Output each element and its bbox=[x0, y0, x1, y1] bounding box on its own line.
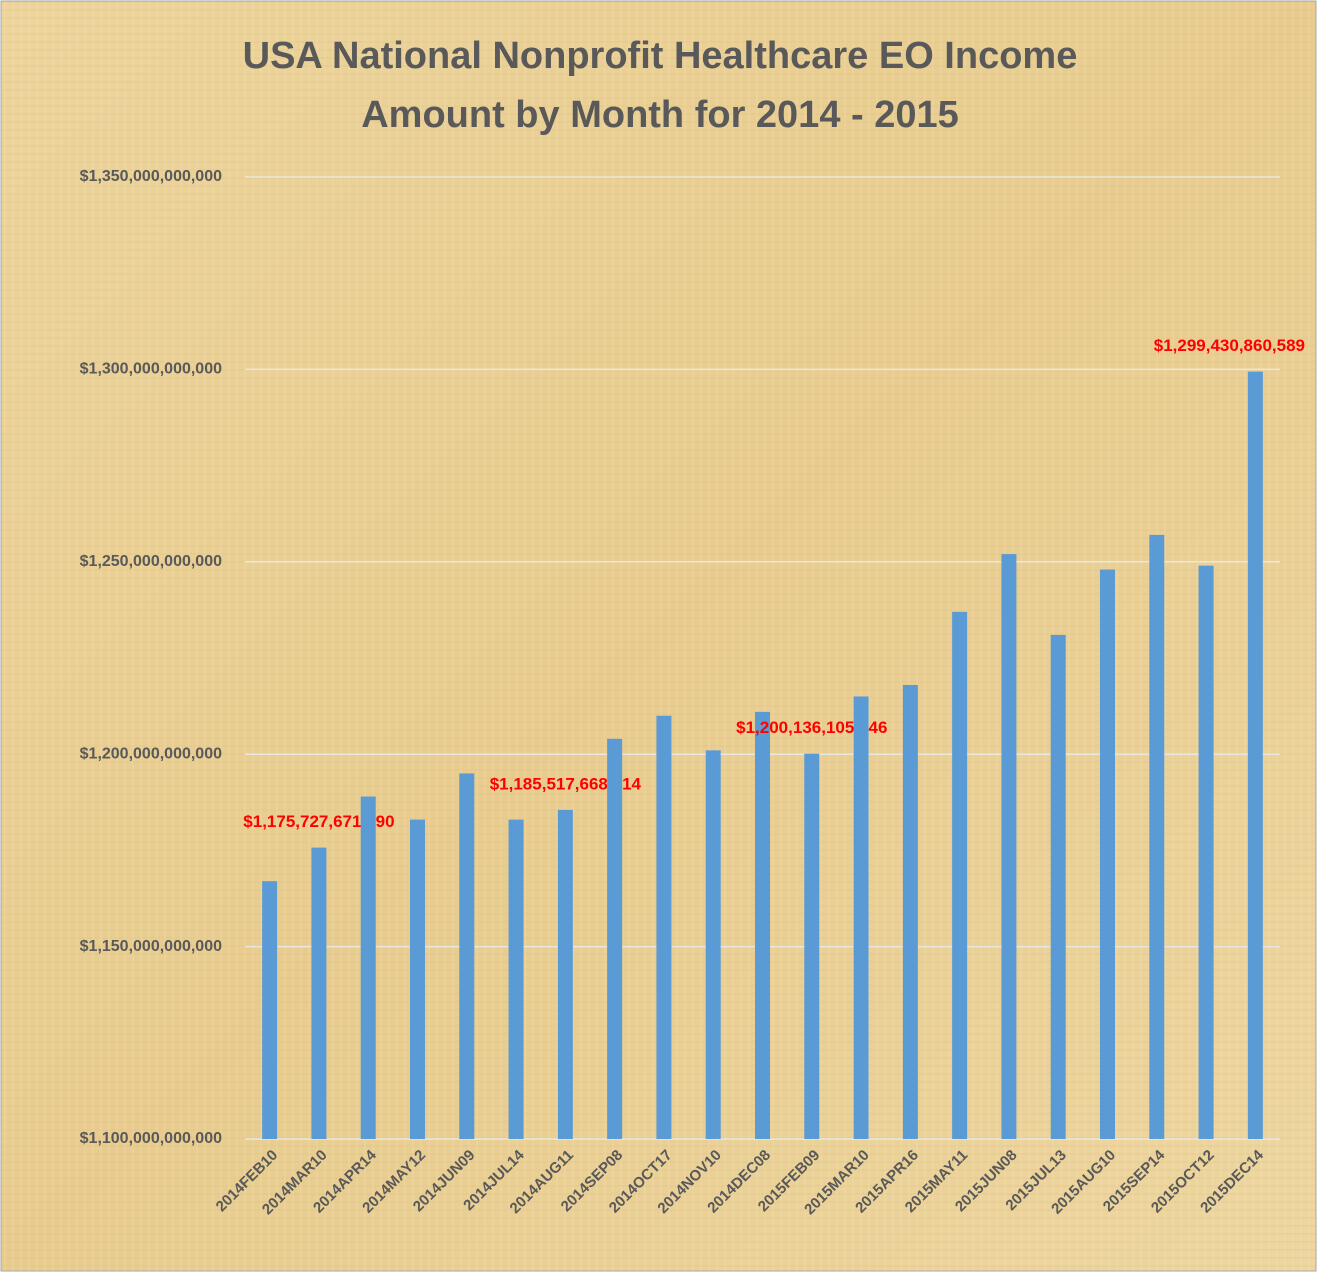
y-tick-label: $1,200,000,000,000 bbox=[80, 745, 222, 762]
bar bbox=[360, 796, 376, 1139]
chart-subtitle: Amount by Month for 2014 - 2015 bbox=[361, 94, 959, 136]
bar bbox=[1247, 371, 1263, 1139]
bar bbox=[705, 750, 721, 1139]
y-tick-label: $1,150,000,000,000 bbox=[80, 938, 222, 955]
data-label: $1,200,136,105,146 bbox=[736, 718, 887, 737]
bar bbox=[755, 711, 770, 1139]
bar bbox=[508, 819, 524, 1139]
y-tick-label: $1,100,000,000,000 bbox=[80, 1130, 222, 1147]
y-tick-label: $1,250,000,000,000 bbox=[80, 553, 222, 570]
bar bbox=[1100, 569, 1115, 1139]
bar bbox=[1050, 634, 1066, 1139]
bar bbox=[804, 753, 820, 1139]
bar bbox=[557, 809, 573, 1139]
bar bbox=[656, 715, 672, 1139]
data-label: $1,299,430,860,589 bbox=[1154, 336, 1305, 355]
bar bbox=[902, 684, 918, 1139]
data-label: $1,175,727,671,290 bbox=[243, 812, 394, 831]
bar bbox=[459, 773, 475, 1139]
y-tick-label: $1,350,000,000,000 bbox=[80, 168, 222, 185]
bar bbox=[262, 881, 278, 1139]
bar bbox=[952, 611, 968, 1139]
bar bbox=[311, 847, 327, 1139]
bar bbox=[410, 819, 425, 1139]
chart-title: USA National Nonprofit Healthcare EO Inc… bbox=[243, 35, 1078, 77]
bar bbox=[607, 738, 623, 1139]
bar bbox=[853, 696, 869, 1139]
data-label: $1,185,517,668,914 bbox=[490, 774, 642, 793]
bar bbox=[1198, 565, 1214, 1139]
bar bbox=[1001, 554, 1017, 1139]
y-tick-label: $1,300,000,000,000 bbox=[80, 361, 222, 378]
bar bbox=[1149, 534, 1165, 1139]
